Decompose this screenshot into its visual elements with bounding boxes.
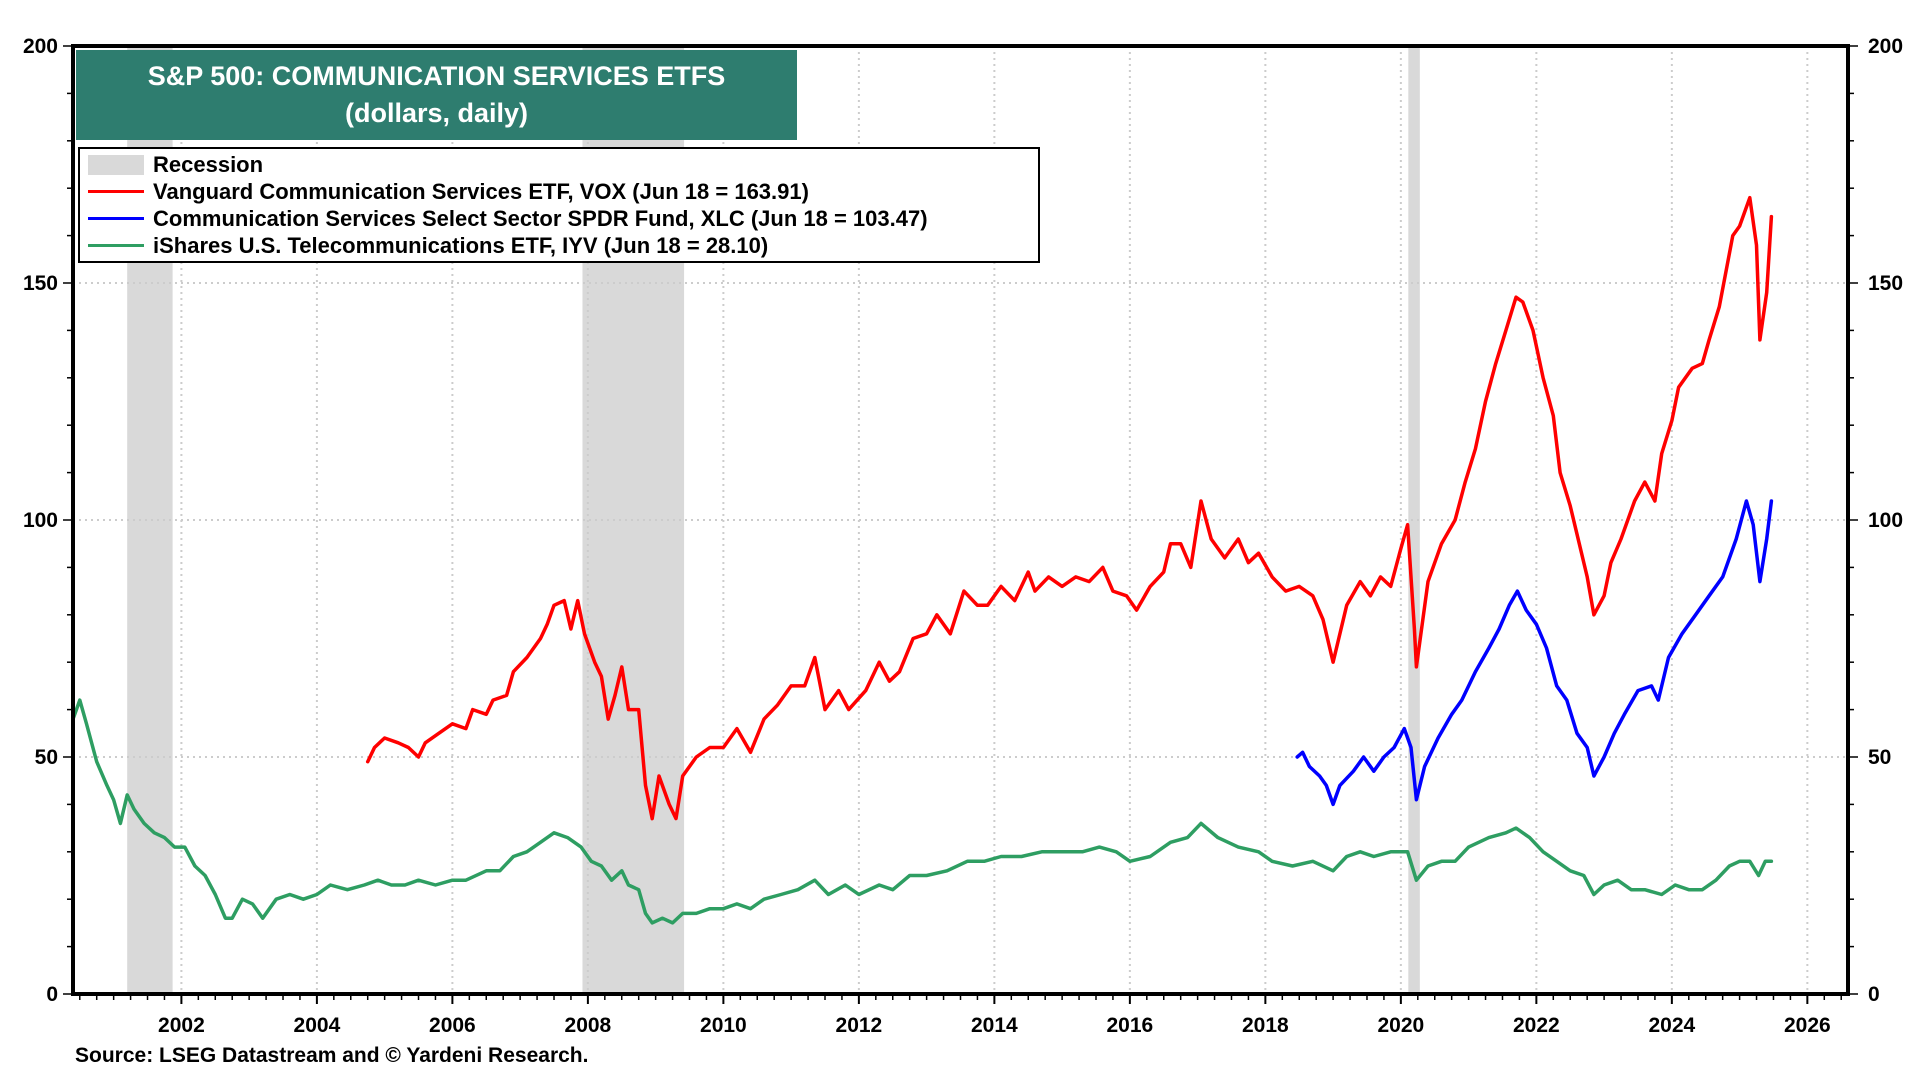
legend-label: Vanguard Communication Services ETF, VOX… (153, 178, 809, 204)
y-tick-label-right: 0 (1868, 983, 1880, 1006)
series-lines (71, 195, 1774, 925)
legend-item-xlc: Communication Services Select Sector SPD… (88, 205, 928, 232)
legend-swatch-recession (88, 154, 144, 175)
legend-swatch-vox (88, 190, 144, 193)
legend: Recession Vanguard Communication Service… (78, 147, 1040, 263)
legend-item-recession: Recession (88, 151, 263, 178)
x-tick-label: 2022 (1513, 1014, 1560, 1037)
tick-labels: 2002 2004 2006 2008 2010 2012 2014 2016 2018 2020… (23, 35, 1903, 1037)
series-line-iyv (71, 698, 1774, 925)
x-tick-label: 2016 (1107, 1014, 1154, 1037)
legend-item-iyv: iShares U.S. Telecommunications ETF, IYV… (88, 232, 768, 259)
legend-swatch-iyv (88, 244, 144, 247)
x-tick-label: 2026 (1784, 1014, 1831, 1037)
y-tick-label-left: 50 (35, 746, 58, 769)
y-tick-label-right: 100 (1868, 509, 1903, 532)
series-line-xlc (1295, 499, 1774, 807)
axes (63, 44, 1858, 1004)
chart-subtitle: (dollars, daily) (344, 98, 529, 128)
x-tick-label: 2020 (1378, 1014, 1425, 1037)
source-note: Source: LSEG Datastream and © Yardeni Re… (75, 1044, 589, 1067)
x-tick-label: 2008 (565, 1014, 612, 1037)
x-tick-label: 2024 (1648, 1014, 1695, 1037)
y-tick-label-left: 150 (23, 272, 58, 295)
y-tick-label-left: 200 (23, 35, 58, 58)
y-tick-label-right: 200 (1868, 35, 1903, 58)
legend-label: Communication Services Select Sector SPD… (153, 205, 928, 231)
x-tick-label: 2004 (294, 1014, 341, 1037)
x-tick-label: 2002 (158, 1014, 205, 1037)
legend-item-vox: Vanguard Communication Services ETF, VOX… (88, 178, 809, 205)
legend-label: iShares U.S. Telecommunications ETF, IYV… (153, 232, 769, 258)
chart-title: S&P 500: COMMUNICATION SERVICES ETFS (147, 61, 726, 91)
recession-band (1408, 46, 1420, 994)
legend-label: Recession (153, 151, 264, 177)
y-tick-label-right: 50 (1868, 746, 1891, 769)
y-tick-label-right: 150 (1868, 272, 1903, 295)
plot-frame (71, 44, 1850, 996)
x-tick-label: 2018 (1242, 1014, 1289, 1037)
x-tick-label: 2010 (700, 1014, 747, 1037)
x-tick-label: 2014 (971, 1014, 1018, 1037)
series-line-vox (365, 195, 1774, 821)
y-tick-label-left: 0 (46, 983, 58, 1006)
legend-swatch-xlc (88, 217, 144, 220)
x-tick-label: 2006 (429, 1014, 476, 1037)
x-tick-label: 2012 (836, 1014, 883, 1037)
chart-title-box: S&P 500: COMMUNICATION SERVICES ETFS (do… (76, 50, 797, 140)
y-tick-label-left: 100 (23, 509, 58, 532)
